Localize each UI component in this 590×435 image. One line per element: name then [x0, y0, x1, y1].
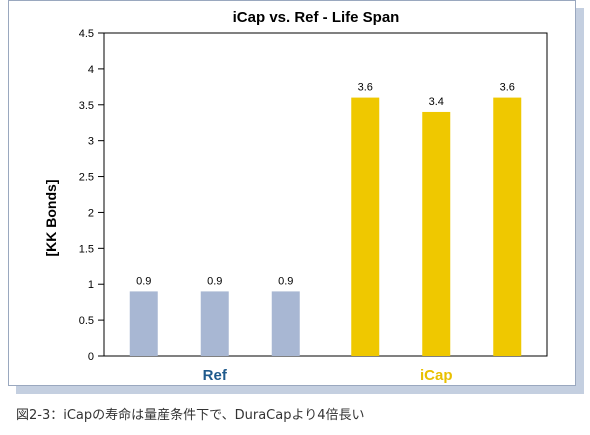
bar-value-label: 3.6	[358, 82, 373, 94]
data-labels: 0.9 0.9 0.9 3.6 3.4 3.6	[136, 82, 515, 288]
plot-area	[103, 32, 548, 357]
bar-value-label: 0.9	[207, 275, 222, 287]
bar	[493, 97, 522, 356]
bar	[422, 111, 451, 356]
group-label: Ref	[203, 367, 228, 384]
y-tick-label: 0.5	[79, 315, 94, 327]
y-tick-label: 4	[88, 64, 94, 76]
bar	[129, 291, 158, 356]
y-tick-label: 3.5	[79, 100, 94, 112]
figure-caption: 図2-3：iCapの寿命は量産条件下で、DuraCapより4倍長い	[16, 408, 365, 423]
y-tick-label: 3	[88, 136, 94, 148]
bar-value-label: 0.9	[136, 275, 151, 287]
y-tick-label: 1	[88, 279, 94, 291]
y-tick-label: 2	[88, 207, 94, 219]
bar-value-label: 0.9	[278, 275, 293, 287]
y-tick-label: 0	[88, 351, 94, 363]
bar	[271, 291, 300, 356]
bar-value-label: 3.6	[500, 82, 515, 94]
bar-value-label: 3.4	[429, 96, 444, 108]
y-tick-label: 1.5	[79, 243, 94, 255]
y-tick-label: 4.5	[79, 28, 94, 40]
y-tick-label: 2.5	[79, 172, 94, 184]
y-axis-label: [KK Bonds]	[43, 180, 59, 257]
y-axis-ticks: 0 0.5 1 1.5 2 2.5 3 3.5 4 4.5	[79, 28, 104, 363]
chart-title: iCap vs. Ref - Life Span	[233, 9, 400, 26]
group-labels: Ref iCap	[203, 367, 453, 384]
bar	[351, 97, 380, 356]
group-label: iCap	[420, 367, 453, 384]
bars	[129, 97, 522, 356]
bar	[200, 291, 229, 356]
